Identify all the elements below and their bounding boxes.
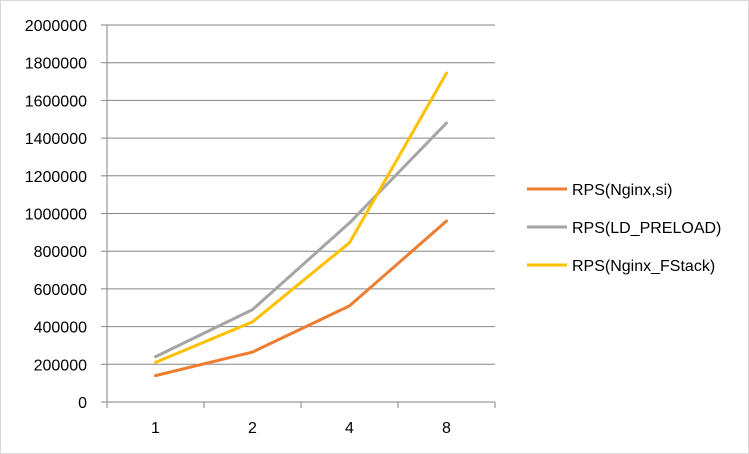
legend: RPS(Nginx,si) RPS(LD_PRELOAD) RPS(Nginx_FS… (527, 182, 721, 275)
y-tick-label: 200000 (34, 357, 87, 374)
axes (101, 24, 496, 408)
x-tick-label: 8 (442, 420, 451, 437)
gridlines (107, 24, 495, 365)
series-line-1 (154, 219, 448, 378)
series-lines (154, 71, 448, 378)
y-axis-tick-labels: 0 200000 400000 600000 800000 1000000 1200000 1… (25, 18, 87, 412)
y-tick-label: 1000000 (25, 207, 87, 224)
legend-label: RPS(LD_PRELOAD) (572, 220, 721, 237)
x-axis-tick-labels: 1 2 4 8 (151, 420, 451, 437)
y-tick-label: 1600000 (25, 93, 87, 110)
y-tick-label: 600000 (34, 282, 87, 299)
legend-label: RPS(Nginx,si) (572, 182, 672, 199)
y-tick-label: 1400000 (25, 131, 87, 148)
series-line-3 (154, 71, 448, 364)
y-tick-label: 0 (78, 395, 87, 412)
legend-label: RPS(Nginx_FStack) (572, 258, 715, 275)
y-tick-label: 800000 (34, 244, 87, 261)
y-tick-label: 2000000 (25, 18, 87, 35)
x-tick-label: 1 (151, 420, 160, 437)
y-tick-label: 1800000 (25, 56, 87, 73)
x-tick-label: 2 (248, 420, 257, 437)
series-line-2 (154, 121, 448, 359)
y-tick-label: 400000 (34, 320, 87, 337)
x-tick-label: 4 (345, 420, 354, 437)
y-tick-label: 1200000 (25, 169, 87, 186)
